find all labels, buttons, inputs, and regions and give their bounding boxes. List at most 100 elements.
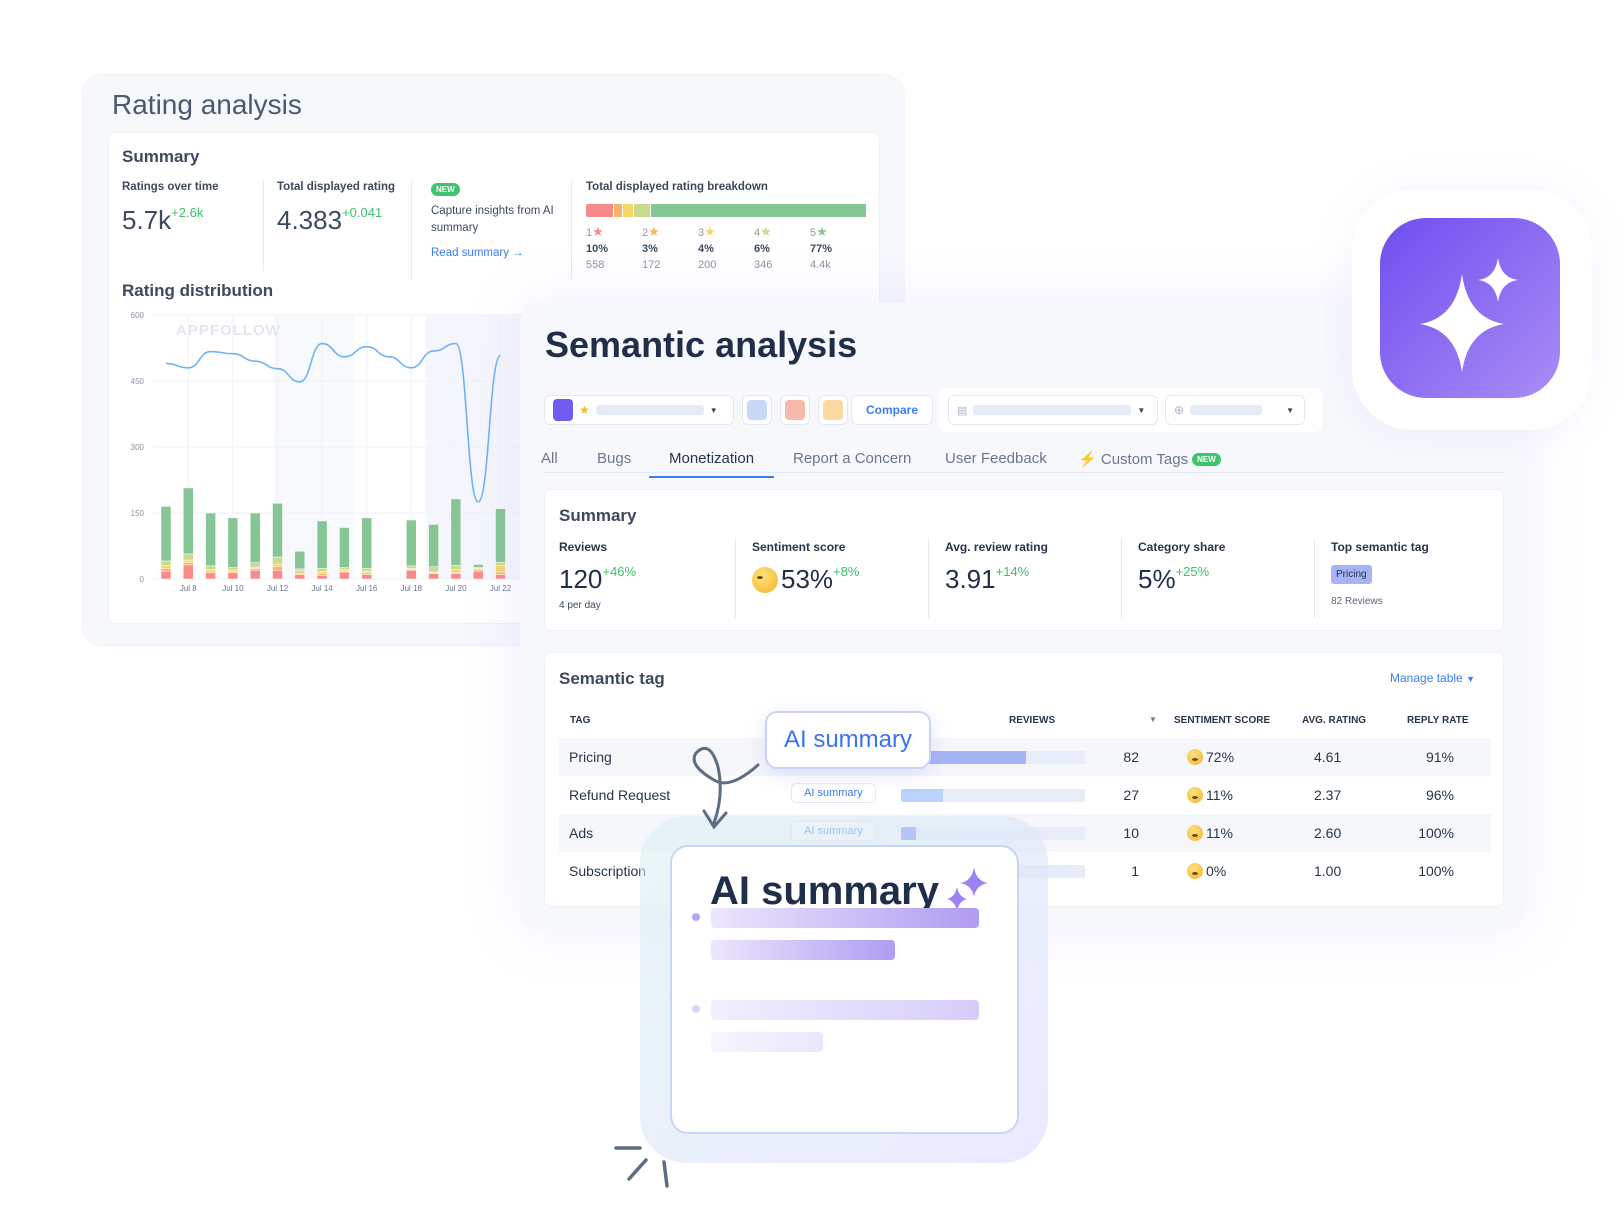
bar-1-star-Jul-16[interactable] xyxy=(361,574,372,580)
bar-4-star-Jul-12[interactable] xyxy=(272,556,283,565)
tab-report-a-concern[interactable]: Report a Concern xyxy=(793,450,911,467)
bar-5-star-Jul-22[interactable] xyxy=(495,508,506,563)
column-header-tag[interactable]: TAG xyxy=(570,715,591,726)
bar-1-star-Jul-19[interactable] xyxy=(428,573,439,580)
bar-4-star-Jul-11[interactable] xyxy=(249,562,261,568)
bar-5-star-Jul-14[interactable] xyxy=(316,520,328,569)
compare-app-slot-3[interactable] xyxy=(818,395,848,425)
column-header-reply-rate[interactable]: REPLY RATE xyxy=(1407,715,1469,726)
bar-5-star-Jul-15[interactable] xyxy=(339,527,350,568)
bar-2-star-Jul-16[interactable] xyxy=(361,572,372,575)
ratings-over-time-value: 5.7k xyxy=(122,205,172,235)
bar-3-star-Jul-8[interactable] xyxy=(183,559,194,563)
bar-5-star-Jul-9[interactable] xyxy=(205,512,216,567)
bar-1-star-Jul-12[interactable] xyxy=(272,569,283,580)
column-header-sentiment[interactable]: SENTIMENT SCORE xyxy=(1174,715,1271,726)
bar-3-star-Jul-13[interactable] xyxy=(294,570,306,574)
bar-3-star-Jul-10[interactable] xyxy=(227,569,239,572)
bar-3-star-Jul-15[interactable] xyxy=(339,569,350,572)
bar-4-star-Jul-15[interactable] xyxy=(339,567,350,570)
bar-5-star-Jul-13[interactable] xyxy=(294,551,306,570)
breakdown-segment-5 xyxy=(650,204,867,217)
bar-4-star-Jul-19[interactable] xyxy=(428,566,439,573)
tab-custom-tags[interactable]: ⚡ Custom Tags NEW xyxy=(1078,450,1221,468)
bar-3-star-Jul-16[interactable] xyxy=(361,570,372,574)
bar-4-star-Jul-9[interactable] xyxy=(205,565,216,570)
bar-1-star-Jul-7[interactable] xyxy=(160,570,172,580)
bar-3-star-Jul-7[interactable] xyxy=(160,565,172,569)
bar-4-star-Jul-22[interactable] xyxy=(495,562,506,567)
bar-4-star-Jul-7[interactable] xyxy=(160,560,172,566)
bar-2-star-Jul-14[interactable] xyxy=(316,573,328,576)
bar-4-star-Jul-18[interactable] xyxy=(406,565,417,569)
bar-1-star-Jul-10[interactable] xyxy=(227,572,239,580)
read-summary-link[interactable]: Read summary → xyxy=(431,247,524,259)
compare-app-slot-2[interactable] xyxy=(780,395,810,425)
bar-5-star-Jul-20[interactable] xyxy=(450,498,462,566)
app-selector[interactable]: ★ ▼ xyxy=(544,395,734,425)
ai-summary-callout[interactable]: AI summary xyxy=(765,711,931,769)
compare-app-slot-1[interactable] xyxy=(742,395,772,425)
manage-table-button[interactable]: Manage table ▼ xyxy=(1390,671,1475,685)
shocked-face-icon xyxy=(1187,787,1203,803)
bar-5-star-Jul-10[interactable] xyxy=(227,517,239,568)
bar-3-star-Jul-22[interactable] xyxy=(495,565,506,573)
tab-user-feedback[interactable]: User Feedback xyxy=(945,450,1047,467)
bar-5-star-Jul-12[interactable] xyxy=(272,503,283,558)
bar-3-star-Jul-9[interactable] xyxy=(205,569,216,572)
bar-5-star-Jul-21[interactable] xyxy=(472,564,484,568)
manage-table-label: Manage table xyxy=(1390,671,1463,685)
total-rating-metric: 4.383+0.041 xyxy=(277,205,382,236)
column-header-avg-rating[interactable]: AVG. RATING xyxy=(1302,715,1367,726)
ai-summary-button[interactable]: AI summary xyxy=(791,783,876,803)
compare-button[interactable]: Compare xyxy=(851,395,933,425)
bar-1-star-Jul-15[interactable] xyxy=(339,571,350,580)
sort-icon[interactable]: ▼ xyxy=(1149,715,1157,724)
x-tick-label: Jul 10 xyxy=(222,584,244,593)
bar-2-star-Jul-11[interactable] xyxy=(249,568,261,571)
country-selector[interactable]: ⊕ ▼ xyxy=(1165,395,1305,425)
bar-2-star-Jul-21[interactable] xyxy=(472,569,484,572)
bar-1-star-Jul-20[interactable] xyxy=(450,573,462,580)
date-range-selector[interactable]: ▤ ▼ xyxy=(948,395,1158,425)
bar-4-star-Jul-10[interactable] xyxy=(227,567,239,571)
bar-4-star-Jul-14[interactable] xyxy=(316,568,328,572)
chevron-down-icon: ▼ xyxy=(709,405,718,415)
rating-distribution-chart: 0 150 300 450 600 APPFOLLOW Jul 8 Jul 10 Jul 12 J… xyxy=(131,311,529,593)
reply-rate: 91% xyxy=(1425,749,1454,765)
avg-rating: 2.37 xyxy=(1314,787,1342,803)
bar-1-star-Jul-22[interactable] xyxy=(495,574,506,580)
top-tag-chip[interactable]: Pricing xyxy=(1331,565,1372,584)
bar-1-star-Jul-18[interactable] xyxy=(406,569,417,580)
bar-1-star-Jul-21[interactable] xyxy=(472,570,484,580)
bar-2-star-Jul-22[interactable] xyxy=(495,571,506,575)
tab-bugs[interactable]: Bugs xyxy=(597,450,631,467)
column-header-reviews[interactable]: REVIEWS xyxy=(1009,715,1056,726)
table-row[interactable]: Refund Request AI summary 27 11% 2.37 96% xyxy=(559,776,1491,814)
bar-4-star-Jul-8[interactable] xyxy=(183,553,194,561)
bar-5-star-Jul-11[interactable] xyxy=(249,512,261,563)
bar-1-star-Jul-9[interactable] xyxy=(205,572,216,580)
bar-5-star-Jul-19[interactable] xyxy=(428,524,439,567)
bar-2-star-Jul-9[interactable] xyxy=(205,570,216,574)
bar-1-star-Jul-13[interactable] xyxy=(294,574,306,580)
bar-4-star-Jul-16[interactable] xyxy=(361,568,372,572)
bar-3-star-Jul-12[interactable] xyxy=(272,563,283,567)
bar-5-star-Jul-16[interactable] xyxy=(361,517,372,569)
bar-1-star-Jul-11[interactable] xyxy=(249,569,261,580)
tab-all[interactable]: All xyxy=(541,450,558,467)
tab-monetization[interactable]: Monetization xyxy=(649,450,775,478)
bar-4-star-Jul-20[interactable] xyxy=(450,565,462,571)
top-tag-label: Top semantic tag xyxy=(1331,540,1429,554)
bar-3-star-Jul-14[interactable] xyxy=(316,571,328,574)
bar-1-star-Jul-8[interactable] xyxy=(183,564,194,580)
bar-5-star-Jul-18[interactable] xyxy=(406,519,417,567)
bar-4-star-Jul-13[interactable] xyxy=(294,568,306,571)
bar-2-star-Jul-12[interactable] xyxy=(272,566,283,571)
bar-3-star-Jul-20[interactable] xyxy=(450,569,462,573)
bar-2-star-Jul-8[interactable] xyxy=(183,562,194,566)
bar-1-star-Jul-14[interactable] xyxy=(316,575,328,580)
bar-2-star-Jul-7[interactable] xyxy=(160,568,172,572)
bar-5-star-Jul-7[interactable] xyxy=(160,506,172,562)
bar-5-star-Jul-8[interactable] xyxy=(183,487,194,555)
